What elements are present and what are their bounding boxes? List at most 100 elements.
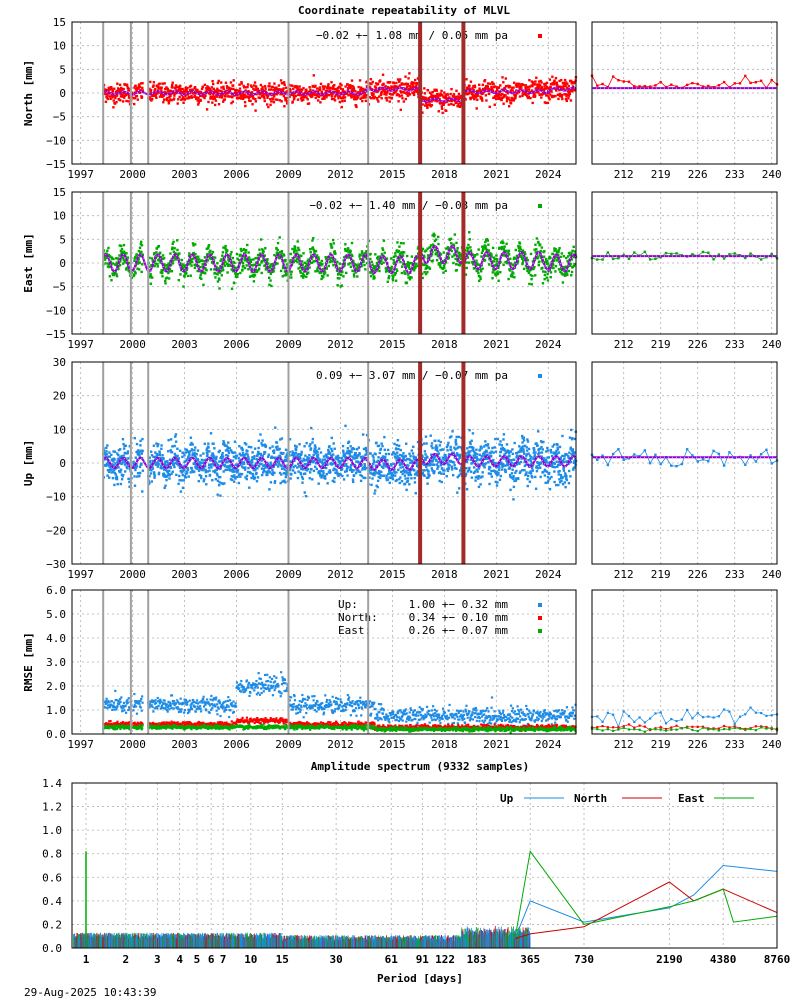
data-point [536, 237, 538, 239]
data-point [239, 254, 241, 256]
data-point [254, 109, 256, 111]
data-point [355, 472, 357, 474]
data-point [394, 474, 396, 476]
data-point [341, 100, 343, 102]
data-point [297, 240, 299, 242]
data-point [136, 465, 138, 467]
data-point [357, 86, 359, 88]
data-point [386, 459, 388, 461]
data-point [332, 264, 334, 266]
data-point [221, 452, 223, 454]
x-tick-label: 1997 [67, 568, 94, 581]
data-point [555, 89, 557, 91]
data-point [172, 82, 174, 84]
data-point [338, 277, 340, 279]
data-point [379, 79, 381, 81]
data-point [109, 275, 111, 277]
data-point [387, 479, 389, 481]
data-point [534, 80, 536, 82]
data-point [163, 82, 165, 84]
data-point [477, 248, 479, 250]
data-point [535, 248, 537, 250]
data-point [258, 248, 260, 250]
data-point [550, 86, 552, 88]
recent-x-tick-label: 212 [614, 338, 634, 351]
data-point [192, 443, 194, 445]
data-point [260, 238, 262, 240]
data-point [291, 84, 293, 86]
data-point [369, 258, 371, 260]
data-point [568, 270, 570, 272]
data-point [359, 254, 361, 256]
data-point [550, 276, 552, 278]
data-point [269, 98, 271, 100]
data-point [493, 260, 495, 262]
data-point [301, 481, 303, 483]
data-point [136, 443, 138, 445]
data-point [370, 275, 372, 277]
data-point [332, 453, 334, 455]
data-point [257, 88, 259, 90]
data-point [478, 84, 480, 86]
data-point [549, 257, 551, 259]
data-point [298, 249, 300, 251]
data-point [380, 448, 382, 450]
data-point [393, 82, 395, 84]
data-point [383, 436, 385, 438]
data-point [383, 240, 385, 242]
data-point [174, 435, 176, 437]
data-point [154, 265, 156, 267]
y-axis-label: East [mm] [22, 233, 35, 293]
data-point [312, 237, 314, 239]
data-point [173, 445, 175, 447]
data-point [273, 101, 275, 103]
data-point [232, 79, 234, 81]
data-point [512, 86, 514, 88]
data-point [573, 246, 575, 248]
data-point [397, 448, 399, 450]
y-tick-label: −10 [46, 491, 66, 504]
data-point [188, 475, 190, 477]
data-point [172, 241, 174, 243]
data-point [182, 102, 184, 104]
data-point [393, 261, 395, 263]
data-point [322, 472, 324, 474]
data-point [110, 468, 112, 470]
data-point [175, 474, 177, 476]
data-point [397, 100, 399, 102]
data-point [140, 463, 142, 465]
data-point [202, 284, 204, 286]
data-point [260, 272, 262, 274]
data-point [316, 451, 318, 453]
data-point [510, 102, 512, 104]
data-point [443, 104, 445, 106]
x-tick-label: 2000 [119, 568, 146, 581]
data-point [297, 98, 299, 100]
data-point [270, 100, 272, 102]
legend-marker [538, 204, 542, 208]
data-point [467, 244, 469, 246]
data-point [106, 453, 108, 455]
data-point [221, 274, 223, 276]
data-point [325, 96, 327, 98]
data-point [339, 101, 341, 103]
data-point [489, 106, 491, 108]
recent-frame [592, 192, 777, 334]
data-point [424, 92, 426, 94]
data-point [304, 454, 306, 456]
data-point [528, 88, 530, 90]
data-point [226, 249, 228, 251]
data-point [554, 95, 556, 97]
data-point [546, 260, 548, 262]
data-point [481, 97, 483, 99]
data-point [178, 475, 180, 477]
data-point [206, 453, 208, 455]
data-point [300, 473, 302, 475]
data-point [126, 467, 128, 469]
data-point [445, 110, 447, 112]
data-point [191, 261, 193, 263]
data-point [380, 97, 382, 99]
x-tick-label: 2018 [431, 168, 458, 181]
data-point [227, 441, 229, 443]
data-point [161, 275, 163, 277]
